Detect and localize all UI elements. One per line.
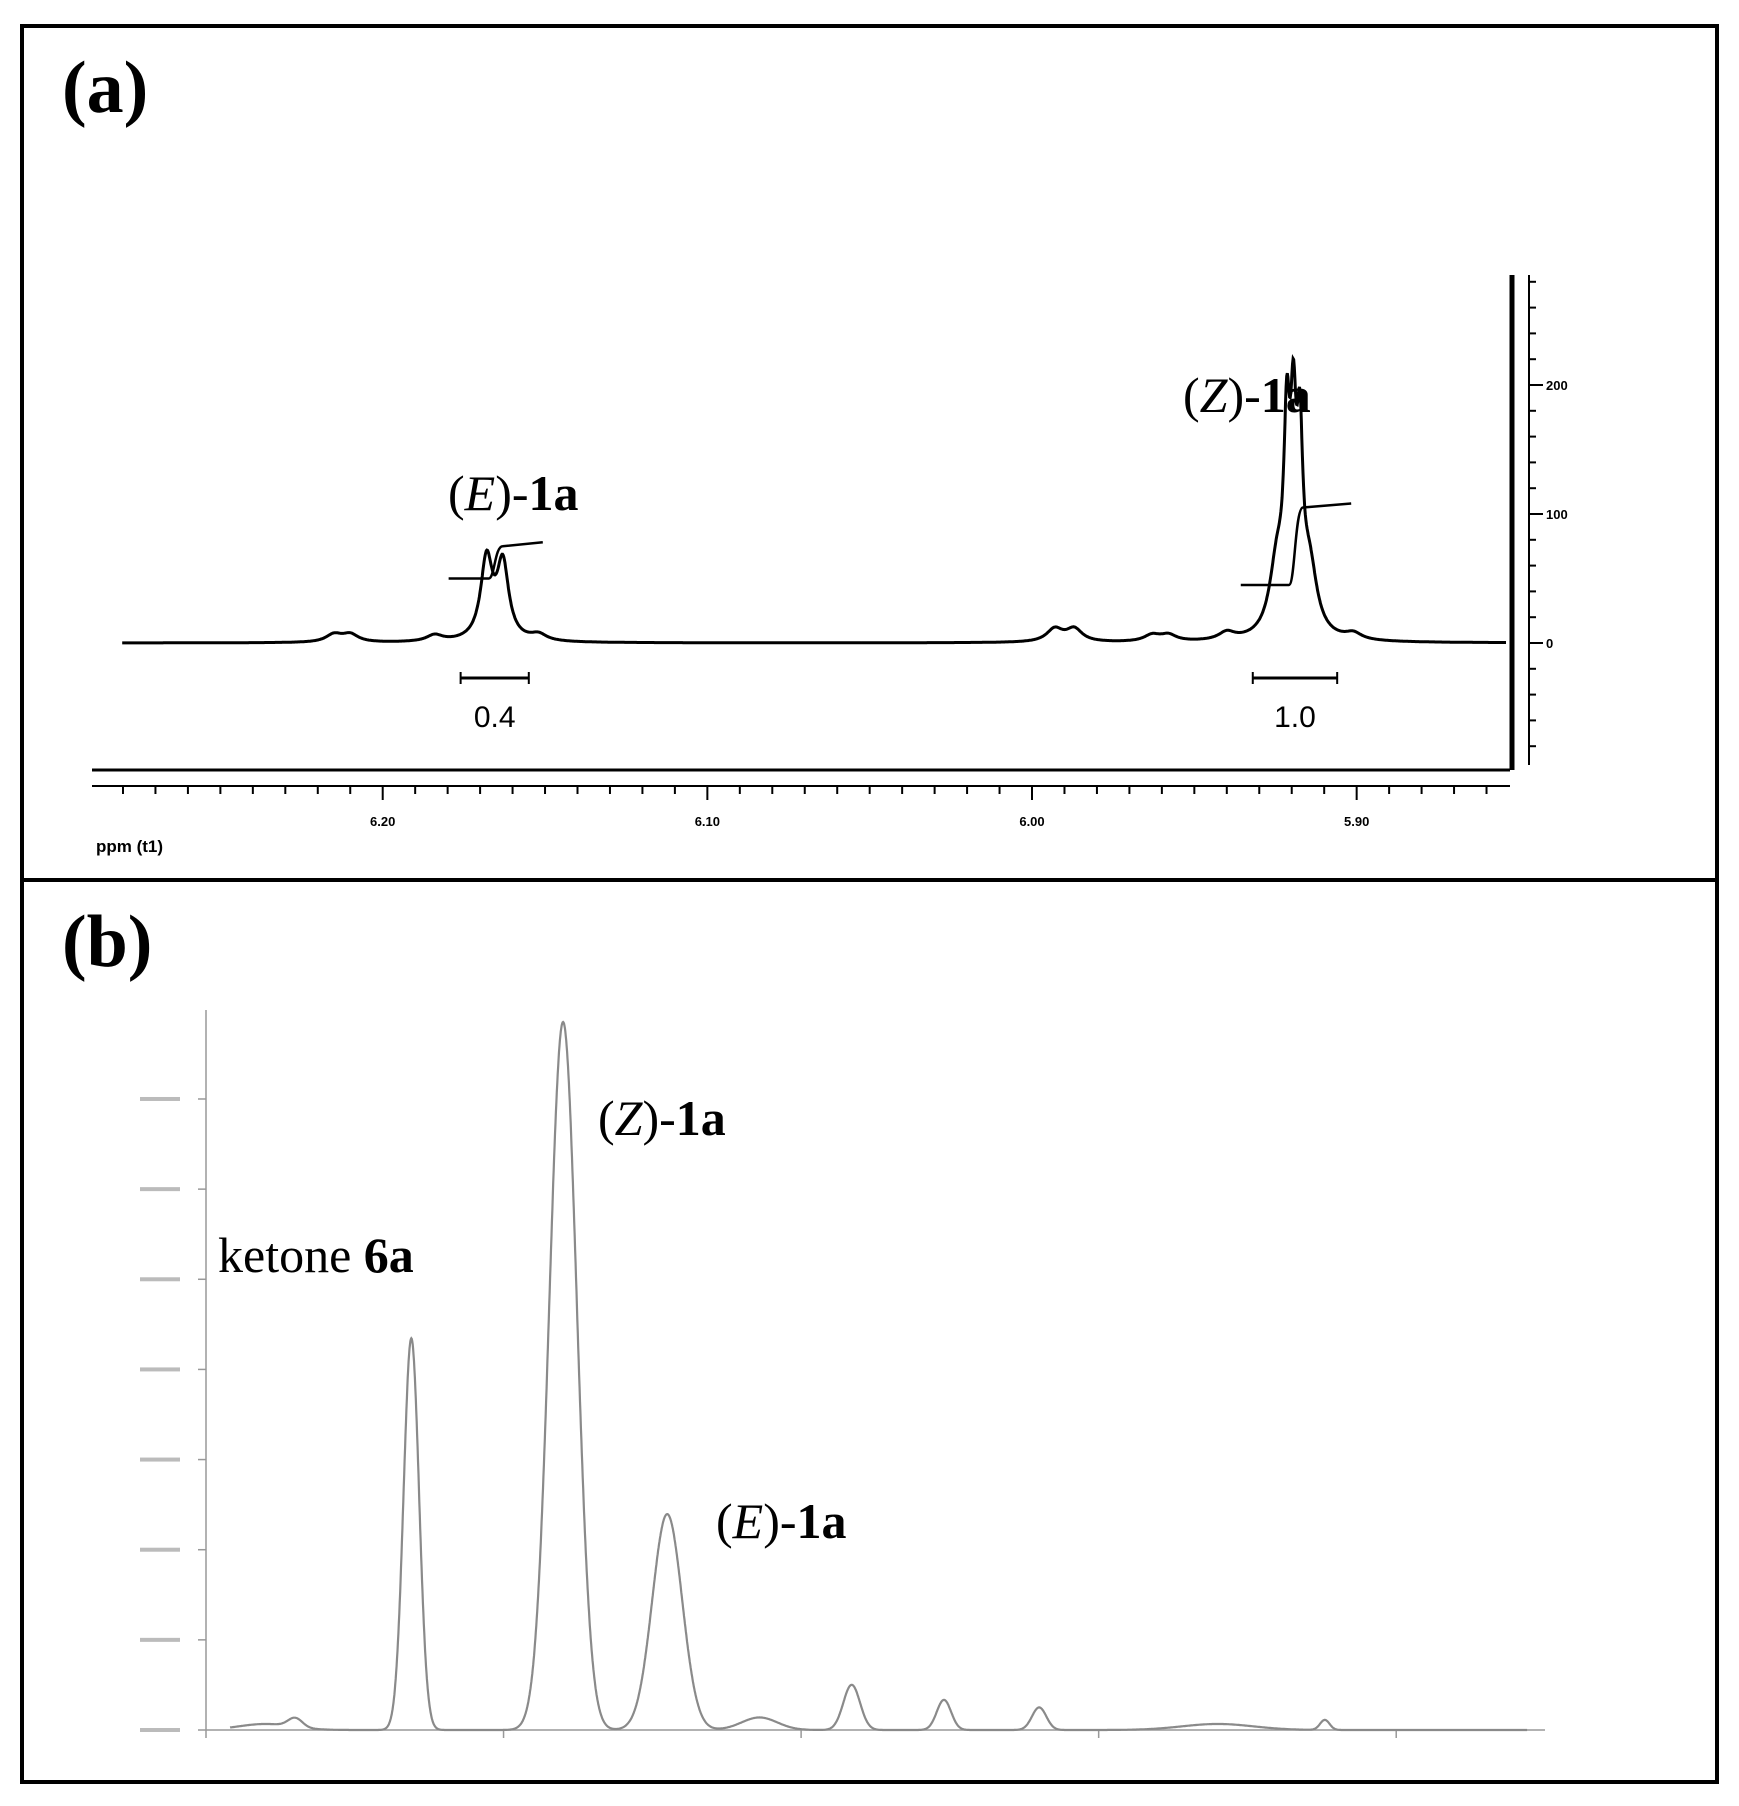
panel-a-integral-value: 0.4	[474, 701, 516, 734]
panel-a-y-ticks	[1529, 280, 1543, 748]
figure-border	[20, 24, 1719, 1784]
panel-a-x-tick-label: 5.90	[1344, 814, 1369, 829]
panel-b-y-tick-label	[140, 1096, 180, 1101]
panel-b-chromatogram-line	[229, 1020, 1528, 1732]
panel-a-peak-label: (E)-1a	[448, 465, 579, 521]
panel-b-y-tick-label	[140, 1187, 180, 1192]
panel-b-y-tick-label	[140, 1728, 180, 1732]
panel-a-y-tick-labels: 200 100 0	[1546, 378, 1568, 651]
panel-b-y-ticks	[140, 1096, 206, 1732]
panel-b-y-tick-label	[140, 1637, 180, 1642]
panel-b-y-tick-label	[140, 1367, 180, 1372]
panel-a-integrals: 0.4 1.0	[448, 502, 1352, 734]
panel-a-integral-value: 1.0	[1274, 701, 1316, 734]
panel-b-x-ticks	[205, 1730, 1397, 1738]
panel-b-peak-label: (E)-1a	[716, 1493, 847, 1549]
panel-b-peak-labels: ketone 6a (Z)-1a (E)-1a	[218, 1090, 847, 1549]
panel-a-x-axis-title: ppm (t1)	[96, 837, 163, 856]
panel-a-y-tick-label: 100	[1546, 507, 1568, 522]
panel-a-x-tick-labels: 6.20 6.10 6.00 5.90	[370, 814, 1369, 829]
panel-b-y-tick-label	[140, 1277, 180, 1282]
panel-b-y-tick-label	[140, 1547, 180, 1552]
panel-a-integral: 1.0	[1240, 502, 1352, 734]
panel-a-y-tick-label: 0	[1546, 636, 1553, 651]
panel-b-letter: (b)	[62, 901, 152, 983]
panel-a-spectrum-line	[122, 354, 1506, 645]
panel-a-x-tick-label: 6.00	[1019, 814, 1044, 829]
panel-b-peak-label: (Z)-1a	[598, 1090, 726, 1146]
panel-b-chromatogram: ketone 6a (Z)-1a (E)-1a	[140, 1010, 1545, 1738]
panel-a-x-tick-label: 6.20	[370, 814, 395, 829]
panel-b-y-tick-label	[140, 1457, 180, 1462]
panel-a-peak-label: (Z)-1a	[1183, 367, 1311, 423]
panel-a-letter: (a)	[62, 47, 148, 129]
panel-a-integral: 0.4	[448, 541, 543, 734]
panel-a-peak-labels: (E)-1a (Z)-1a	[448, 367, 1311, 521]
panel-a-x-tick-label: 6.10	[695, 814, 720, 829]
panel-a-y-tick-label: 200	[1546, 378, 1568, 393]
panel-a-nmr-spectrum: 6.20 6.10 6.00 5.90 200 100 0 ppm (t1) 0.4 1.0…	[92, 275, 1568, 856]
panel-b-peak-label: ketone 6a	[218, 1227, 414, 1283]
panel-a-x-ticks	[121, 786, 1488, 800]
